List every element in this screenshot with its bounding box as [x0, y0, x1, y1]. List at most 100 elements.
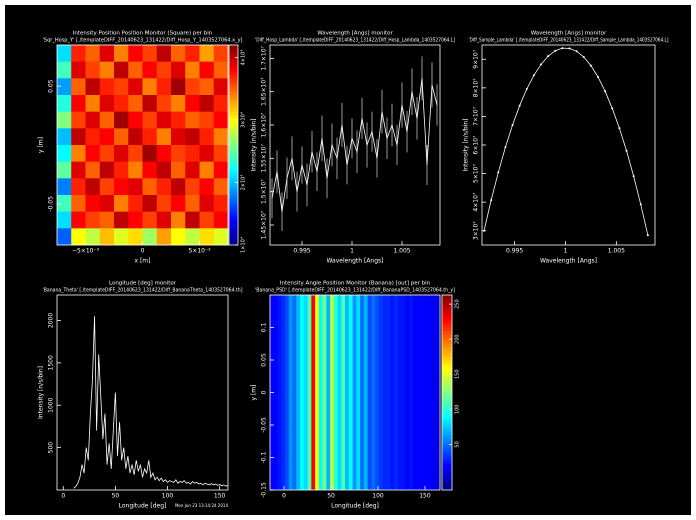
colorbar-segment: [442, 321, 452, 325]
heatmap-cell: [199, 45, 215, 62]
y-tick-label: 1.55×10⁷: [261, 144, 268, 173]
colorbar-segment: [442, 412, 452, 416]
heatmap-cell: [57, 45, 72, 62]
heatmap-cell: [171, 228, 186, 246]
chart-subtitle: 'Diff_Sample_Lambda' [./templateDIFF_201…: [469, 38, 669, 44]
data-point: [511, 124, 514, 126]
heatmap-cell: [185, 61, 200, 79]
heatmap-cell: [128, 211, 143, 229]
colorbar-segment: [229, 101, 238, 106]
heatmap-cell: [185, 78, 200, 96]
colorbar-segment: [229, 238, 238, 242]
heatmap-column: [285, 295, 290, 490]
heatmap-cell: [156, 128, 172, 146]
heatmap-cell: [71, 78, 86, 96]
heatmap-cell: [114, 78, 129, 96]
heatmap-cell: [85, 78, 101, 96]
heatmap-cell: [185, 195, 200, 212]
heatmap-cell: [142, 145, 158, 162]
chart-title: Wavelength [Angs] monitor: [317, 31, 393, 37]
heatmap-cell: [128, 95, 143, 112]
data-point: [575, 50, 578, 53]
data-point: [554, 49, 557, 52]
heatmap-cell: [128, 61, 143, 79]
colorbar-segment: [442, 308, 452, 312]
x-tick-label: −5×10⁻³: [72, 248, 100, 255]
colorbar-tick-label: 150: [455, 369, 461, 379]
heatmap-cell: [71, 161, 86, 179]
heatmap-column: [341, 295, 346, 490]
heatmap-cell: [142, 128, 158, 146]
y-tick-label: 9×10⁷: [473, 49, 480, 68]
x-tick-label: 0: [141, 248, 145, 255]
heatmap-cell: [156, 211, 172, 229]
heatmap-column: [311, 295, 316, 490]
heatmap-cell: [114, 228, 129, 246]
heatmap-column: [371, 295, 376, 490]
heatmap-cell: [57, 111, 72, 129]
heatmap-cell: [114, 61, 129, 79]
heatmap-column: [401, 295, 406, 490]
heatmap-cell: [156, 228, 172, 246]
colorbar-segment: [442, 464, 452, 468]
colorbar-segment: [442, 441, 452, 445]
colorbar-segment: [442, 467, 452, 471]
heatmap-column: [292, 295, 297, 490]
colorbar-tick-label: 2×10⁴: [241, 175, 247, 191]
heatmap-cell: [171, 111, 186, 129]
heatmap-column: [382, 295, 387, 490]
x-tick-label: 1: [564, 248, 568, 255]
heatmap-cell: [114, 195, 129, 212]
colorbar-segment: [442, 447, 452, 452]
y-tick-label: -0.05: [261, 417, 268, 433]
colorbar-segment: [229, 205, 238, 209]
heatmap-cell: [57, 145, 72, 162]
colorbar-segment: [442, 405, 452, 410]
axes-frame: [56, 294, 229, 491]
heatmap-cell: [114, 45, 129, 62]
colorbar-segment: [442, 324, 452, 328]
heatmap-column: [412, 295, 417, 490]
heatmap-column: [367, 295, 372, 490]
colorbar-tick-label: 50: [455, 441, 461, 447]
heatmap-cell: [71, 111, 86, 129]
heatmap-column: [333, 295, 338, 490]
chart-title: Intensity Position Position Monitor (Squ…: [73, 31, 213, 37]
colorbar-segment: [442, 363, 452, 367]
data-point: [568, 47, 571, 50]
heatmap-column: [330, 295, 335, 490]
colorbar-segment: [442, 343, 452, 348]
heatmap-cell: [156, 111, 172, 129]
x-tick-label: 0.995: [506, 248, 523, 255]
colorbar-segment: [229, 231, 238, 236]
heatmap-cell: [57, 61, 72, 79]
heatmap-cell: [142, 95, 158, 112]
colorbar-segment: [229, 235, 238, 239]
x-tick-label: 1.005: [393, 248, 410, 255]
heatmap-column: [352, 295, 357, 490]
heatmap-cell: [185, 45, 200, 62]
heatmap-cell: [199, 195, 215, 212]
colorbar-segment: [229, 98, 238, 102]
colorbar-segment: [442, 444, 452, 449]
colorbar-segment: [229, 91, 238, 96]
colorbar-segment: [229, 68, 238, 72]
colorbar-segment: [442, 399, 452, 403]
heatmap-cell: [85, 161, 101, 179]
y-tick-label: 7×10⁷: [473, 106, 480, 125]
heatmap-cell: [85, 195, 101, 212]
colorbar-segment: [229, 85, 238, 89]
colorbar-segment: [229, 158, 238, 162]
y-tick-label: 1.45×10⁷: [261, 210, 268, 239]
heatmap-cell: [128, 161, 143, 179]
colorbar-segment: [442, 425, 452, 429]
colorbar-segment: [442, 454, 452, 458]
heatmap-column: [307, 295, 312, 490]
heatmap-cell: [199, 95, 215, 112]
heatmap-column: [296, 295, 301, 490]
colorbar-segment: [442, 470, 452, 475]
colorbar-segment: [442, 386, 452, 390]
heatmap-cell: [213, 161, 229, 179]
heatmap-cell: [199, 128, 215, 146]
heatmap-column: [303, 295, 308, 490]
